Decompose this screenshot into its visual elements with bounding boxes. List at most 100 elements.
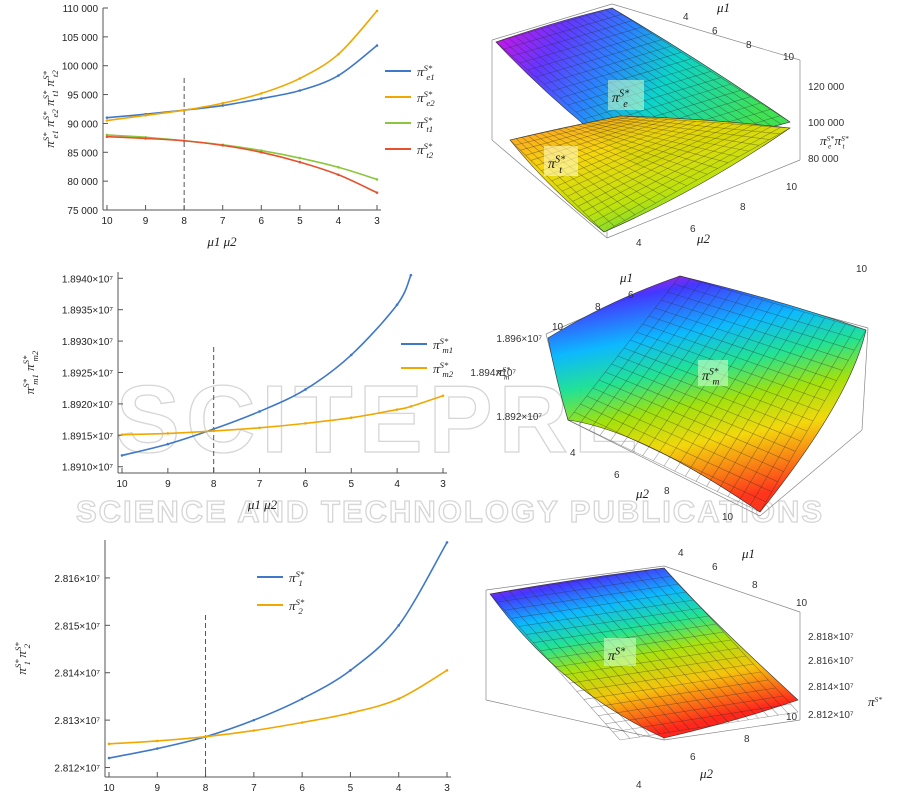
- mesh-line: [611, 363, 802, 442]
- data-point: [337, 165, 340, 169]
- mesh-line: [577, 124, 743, 207]
- y-tick-label: 80 000: [67, 177, 98, 188]
- legend-label: πS* m1: [433, 336, 453, 355]
- data-point: [252, 718, 256, 722]
- y-axis-label-group: πS*e1 πS*e2 πS*t1 πS*t2: [41, 70, 60, 148]
- x-tick-label: 4: [394, 479, 400, 490]
- mesh-line: [738, 323, 846, 502]
- mesh-line: [572, 123, 734, 202]
- x-tick-label: 6: [299, 783, 305, 792]
- series-line-2: [108, 669, 448, 745]
- mesh-line: [582, 125, 753, 212]
- series-line-1: [106, 44, 378, 119]
- data-point: [182, 139, 186, 143]
- mesh-line: [558, 129, 687, 187]
- mesh-line: [592, 387, 784, 472]
- mesh-line: [589, 281, 701, 431]
- x-axis-label: μ1 μ2: [247, 497, 278, 512]
- mesh-line: [610, 287, 722, 441]
- data-point: [300, 697, 304, 701]
- mesh-line: [644, 570, 779, 716]
- mesh-line: [562, 122, 715, 192]
- watermark-subtitle: SCIENCE AND TECHNOLOGY PUBLICATIONS: [76, 494, 824, 529]
- surface-label-bg: [604, 638, 636, 666]
- mesh-line: [567, 419, 761, 513]
- y-axis-label-group: πS*1 πS*2: [13, 642, 32, 675]
- mesh-line: [592, 13, 766, 130]
- bounding-box-edge: [663, 719, 801, 741]
- surface-label-bg: [544, 146, 578, 176]
- mesh-line: [598, 11, 774, 128]
- mesh-line: [546, 131, 667, 198]
- mesh-line: [586, 15, 757, 133]
- data-point: [166, 432, 170, 435]
- data-point: [107, 742, 111, 746]
- x-tick-label: 3: [440, 479, 446, 490]
- data-point: [349, 669, 352, 672]
- data-point: [120, 433, 124, 436]
- mesh-line: [578, 278, 691, 426]
- y-tick-label: 1.8935×10⁷: [62, 306, 114, 317]
- mesh-line: [526, 607, 702, 635]
- axis1-label: μ1: [741, 546, 755, 561]
- data-point: [304, 422, 307, 425]
- mesh-line: [611, 7, 791, 123]
- mesh-line: [605, 576, 739, 722]
- legend-label: πS* m2: [433, 360, 454, 379]
- data-point: [166, 442, 170, 446]
- mesh-line: [511, 20, 632, 57]
- mesh-line: [564, 127, 698, 181]
- surface-label-bg: [698, 360, 728, 386]
- bounding-box-edge: [606, 159, 801, 239]
- mesh-line: [591, 679, 769, 708]
- mesh-line: [540, 133, 656, 204]
- mesh-line: [605, 9, 782, 125]
- data-point: [120, 454, 124, 457]
- axis2-end-tick: 10: [786, 712, 798, 723]
- data-point: [144, 137, 147, 140]
- data-point: [259, 92, 263, 95]
- y-axis-label: πS*1 πS*2: [13, 642, 32, 675]
- axis1-tick: 4: [678, 548, 684, 559]
- mesh-line: [538, 586, 670, 733]
- mesh-line: [621, 290, 732, 446]
- x-tick-label: 8: [181, 216, 187, 227]
- x-tick-label: 6: [303, 479, 309, 490]
- mesh-line: [667, 291, 855, 351]
- data-point: [304, 388, 307, 391]
- data-point: [144, 114, 147, 117]
- axis1-label: μ1: [619, 270, 633, 285]
- z-tick: 2.812×10⁷: [808, 710, 854, 721]
- mesh-line: [617, 355, 808, 432]
- y-axis-label: πS*m1 πS*m2: [21, 350, 40, 394]
- mesh-line: [648, 315, 837, 381]
- mesh-line: [520, 117, 639, 151]
- mesh-line: [576, 663, 754, 692]
- axis2-tick: 4: [636, 238, 642, 249]
- z-tick: 1.894×10⁷: [470, 368, 516, 379]
- bounding-box-edge: [491, 139, 608, 239]
- mesh-line: [522, 137, 625, 221]
- data-point: [155, 747, 159, 750]
- z-tick: 2.816×10⁷: [808, 656, 854, 667]
- x-tick-label: 9: [143, 216, 149, 227]
- data-point: [409, 405, 413, 408]
- surface-label-lower: πS* t: [548, 154, 566, 176]
- y-axis-label: πS*e1 πS*e2 πS*t1 πS*t2: [41, 70, 60, 148]
- surface-chart-top-right: μ1 4 6 8 10 μ2 10 8 6 4 120 000 100 000 80 000 πS* e π…: [491, 0, 849, 249]
- axis1-tick: 10: [783, 52, 795, 63]
- axis2-tick: 8: [740, 202, 746, 213]
- mesh-line: [509, 115, 621, 141]
- y-tick-label: 2.814×10⁷: [54, 669, 100, 680]
- mesh-line: [625, 573, 759, 719]
- y-tick-label: 1.8925×10⁷: [62, 369, 114, 380]
- z-tick: 2.814×10⁷: [808, 682, 854, 693]
- surface-main: [489, 567, 799, 739]
- series-line-3: [106, 134, 378, 181]
- y-tick-label: 2.815×10⁷: [54, 621, 100, 632]
- y-tick-label: 100 000: [62, 62, 99, 73]
- mesh-line: [518, 599, 694, 627]
- data-point: [298, 160, 302, 164]
- mesh-line: [495, 7, 613, 43]
- data-point: [375, 191, 379, 194]
